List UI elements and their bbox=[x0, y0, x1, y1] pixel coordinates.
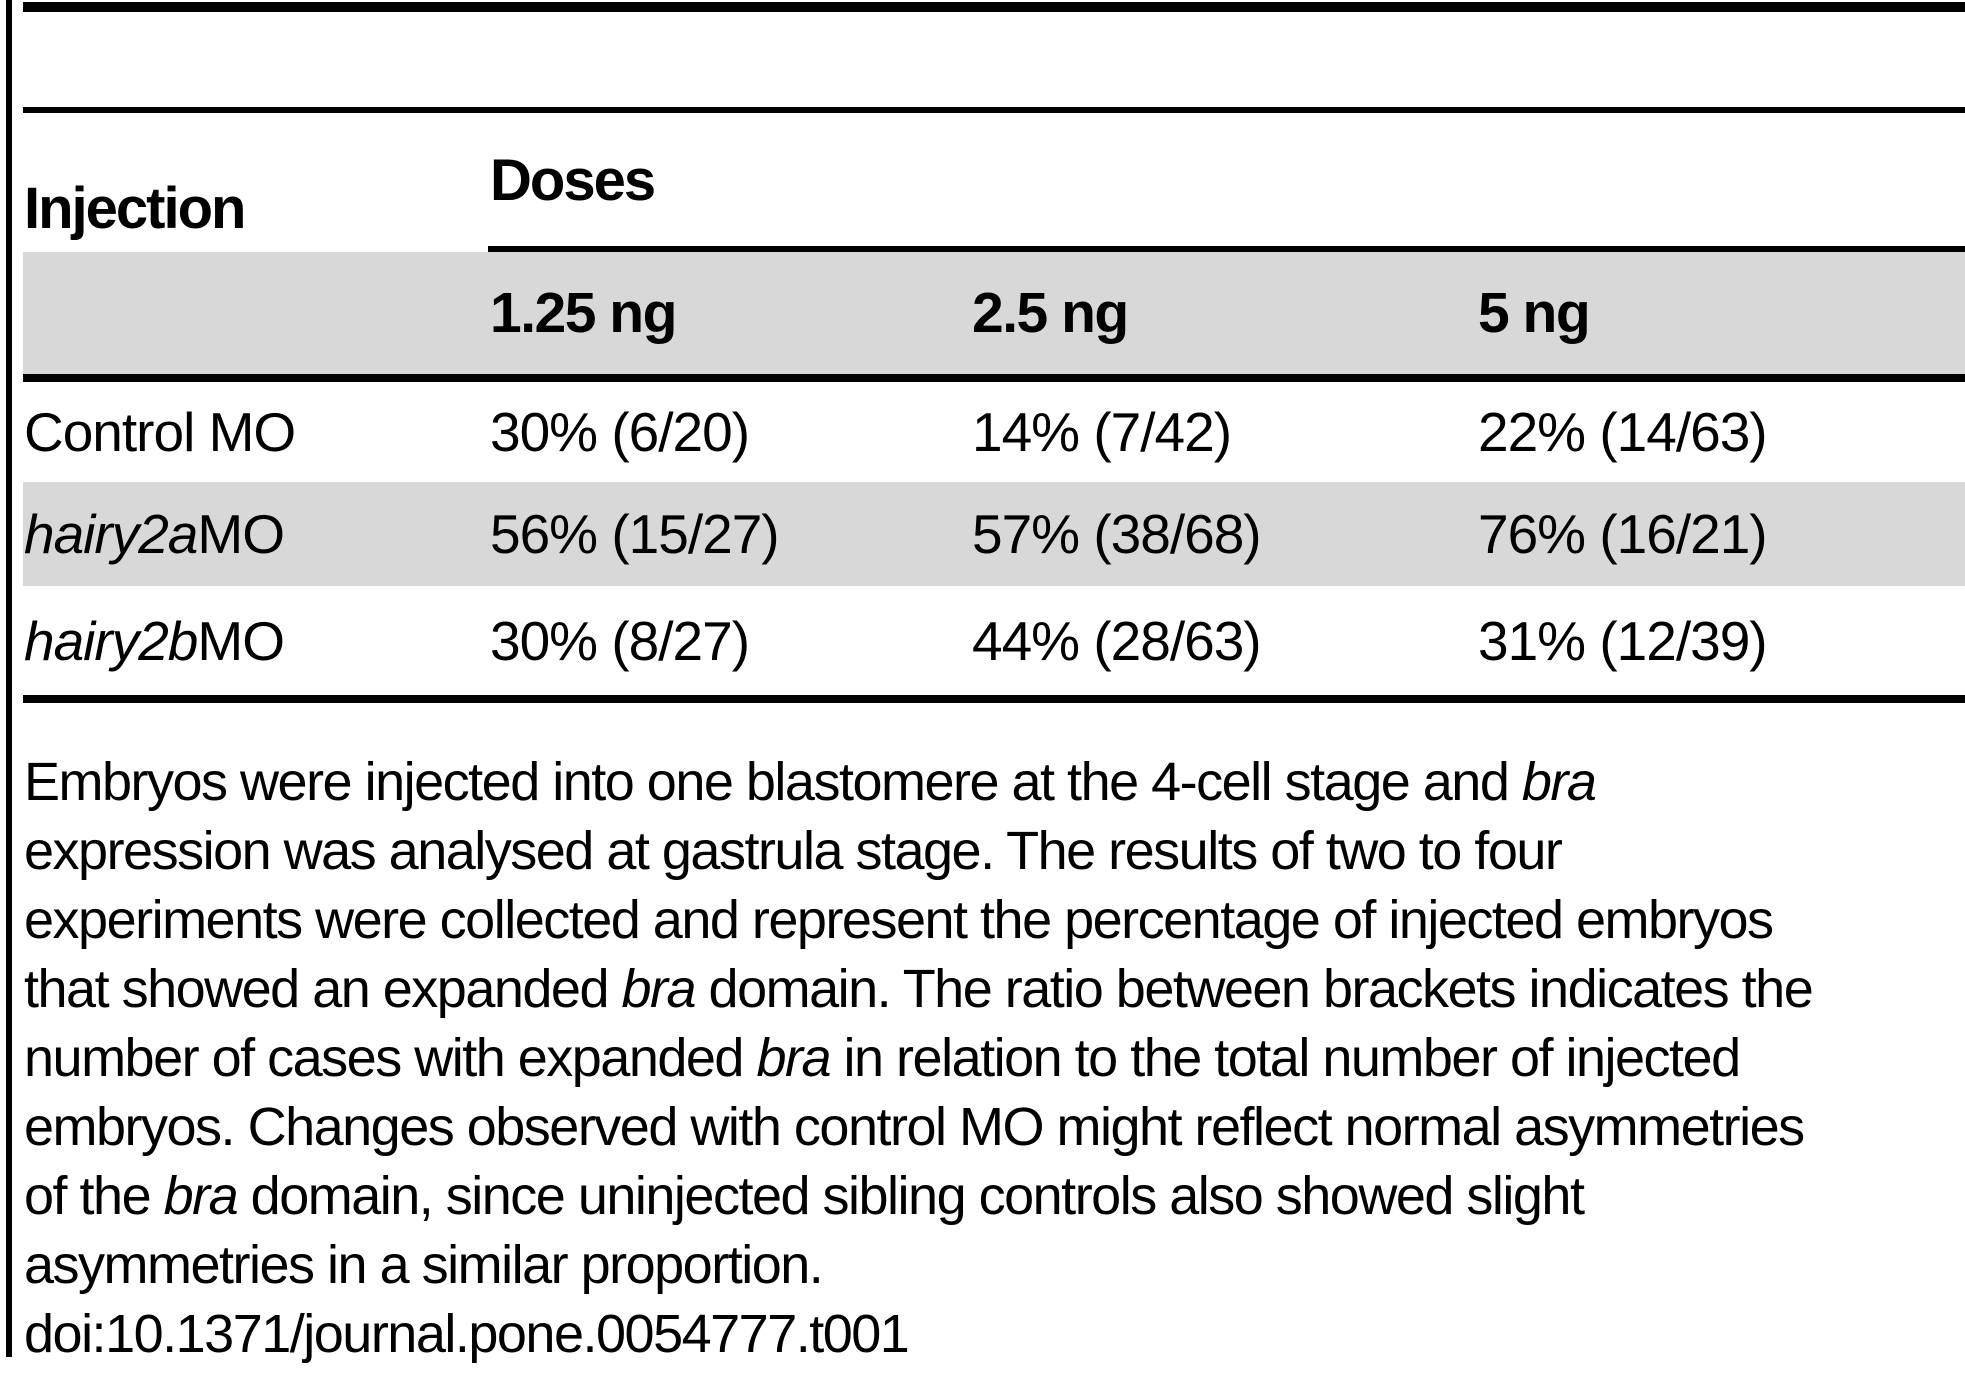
subheader-bottom-rule bbox=[23, 374, 1965, 382]
dose-header-2-5ng: 2.5 ng bbox=[972, 281, 1129, 345]
column-group-header-doses: Doses bbox=[490, 148, 656, 213]
cell-value: 30% (6/20) bbox=[490, 401, 750, 463]
caption-line: Embryos were injected into one blastomer… bbox=[24, 752, 1597, 812]
cell-value: 56% (15/27) bbox=[490, 503, 780, 565]
caption-line: embryos. Changes observed with control M… bbox=[24, 1097, 1805, 1157]
page-edge-mark bbox=[6, 0, 12, 1357]
cell-value: 57% (38/68) bbox=[972, 503, 1262, 565]
table-row-hairy2a-mo: hairy2a MO 56% (15/27) 57% (38/68) 76% (… bbox=[23, 482, 1965, 586]
table-caption: Embryos were injected into one blastomer… bbox=[24, 748, 1954, 1369]
caption-line: expression was analysed at gastrula stag… bbox=[24, 821, 1563, 881]
cell-value: 30% (8/27) bbox=[490, 609, 750, 672]
caption-line: that showed an expanded bra domain. The … bbox=[24, 959, 1814, 1019]
table-row-control-mo: Control MO 30% (6/20) 14% (7/42) 22% (14… bbox=[23, 382, 1965, 482]
row-label: hairy2a MO bbox=[24, 503, 285, 565]
cell-value: 76% (16/21) bbox=[1478, 503, 1768, 565]
caption-line: asymmetries in a similar proportion. bbox=[24, 1235, 824, 1295]
cell-value: 22% (14/63) bbox=[1478, 401, 1768, 463]
caption-line: experiments were collected and represent… bbox=[24, 890, 1774, 950]
header-top-rule bbox=[23, 107, 1965, 113]
table-bottom-rule bbox=[23, 695, 1965, 703]
caption-line: of the bra domain, since uninjected sibl… bbox=[24, 1166, 1585, 1226]
doi-line: doi:10.1371/journal.pone.0054777.t001 bbox=[24, 1304, 910, 1364]
dose-header-1-25ng: 1.25 ng bbox=[490, 281, 677, 345]
row-label: hairy2b MO bbox=[24, 609, 285, 672]
row-label: Control MO bbox=[24, 401, 296, 463]
table-top-rule bbox=[23, 2, 1965, 12]
column-header-injection: Injection bbox=[24, 176, 246, 241]
cell-value: 31% (12/39) bbox=[1478, 609, 1768, 672]
cell-value: 44% (28/63) bbox=[972, 609, 1262, 672]
doses-underline-rule bbox=[488, 246, 1965, 252]
caption-line: number of cases with expanded bra in rel… bbox=[24, 1028, 1741, 1088]
dose-header-5ng: 5 ng bbox=[1478, 281, 1591, 345]
dose-subheader-row: 1.25 ng 2.5 ng 5 ng bbox=[23, 252, 1965, 374]
cell-value: 14% (7/42) bbox=[972, 401, 1232, 463]
table-row-hairy2b-mo: hairy2b MO 30% (8/27) 44% (28/63) 31% (1… bbox=[23, 586, 1965, 695]
